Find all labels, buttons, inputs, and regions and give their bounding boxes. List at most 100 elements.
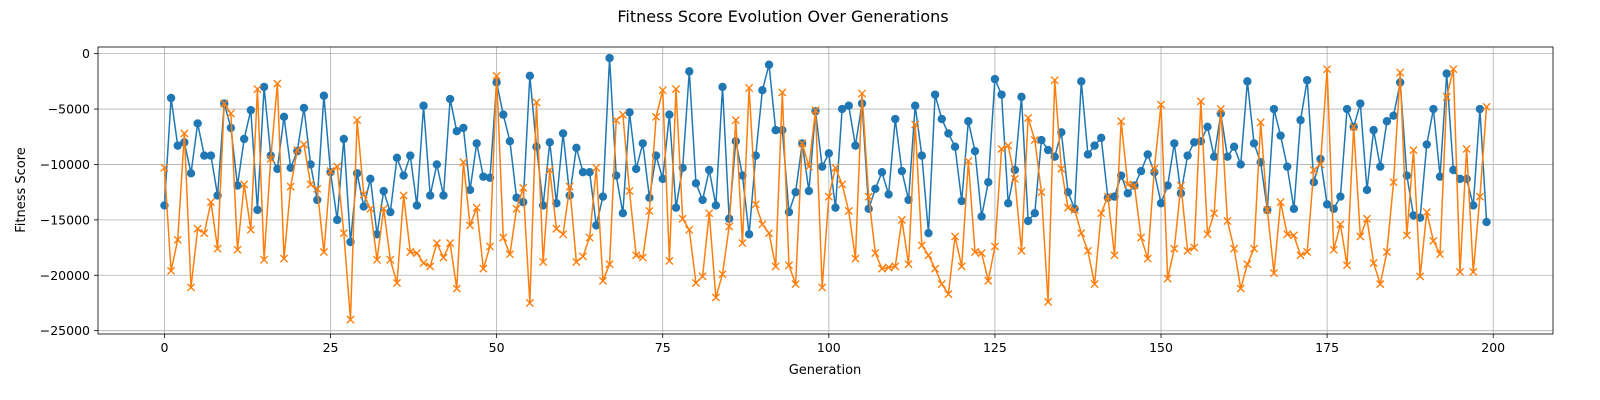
data-point — [931, 264, 940, 273]
data-point — [1336, 220, 1345, 229]
x-tick-label: 175 — [1315, 340, 1339, 355]
data-point — [299, 103, 309, 113]
data-point — [346, 315, 355, 324]
data-point — [937, 114, 946, 124]
data-point — [1196, 136, 1206, 146]
data-point — [286, 182, 295, 191]
data-point — [1170, 244, 1179, 253]
data-point — [1349, 122, 1358, 131]
data-point — [1249, 139, 1259, 148]
data-point — [372, 230, 382, 239]
data-point — [1322, 200, 1332, 209]
data-point — [472, 203, 481, 212]
data-point — [372, 255, 382, 264]
data-point — [160, 163, 169, 172]
data-point — [525, 298, 534, 308]
data-point — [1316, 160, 1325, 169]
data-point — [359, 190, 368, 199]
data-point — [1057, 164, 1066, 173]
y-tick-label: −25000 — [40, 323, 90, 338]
data-point — [326, 167, 335, 176]
series-layer — [160, 53, 1491, 324]
data-point — [200, 229, 209, 238]
data-point — [186, 169, 196, 178]
data-point — [1190, 243, 1199, 252]
data-point — [273, 164, 282, 174]
data-point — [904, 260, 913, 269]
data-point — [738, 239, 747, 248]
data-point — [711, 293, 720, 302]
data-point — [751, 200, 760, 209]
data-point — [339, 229, 348, 238]
data-point — [166, 93, 176, 103]
data-point — [1243, 77, 1252, 86]
data-point — [1342, 104, 1352, 114]
data-point — [213, 244, 222, 253]
data-point — [479, 264, 488, 273]
data-point — [1004, 199, 1013, 208]
data-point — [645, 193, 654, 202]
data-point — [877, 168, 887, 177]
data-point — [711, 201, 721, 210]
data-point — [990, 74, 1000, 84]
data-point — [1050, 76, 1059, 85]
data-point — [1023, 216, 1033, 226]
data-point — [439, 253, 448, 262]
data-point — [871, 249, 880, 258]
series-2 — [160, 65, 1491, 324]
data-point — [1256, 118, 1265, 127]
y-tick-label: −10000 — [40, 157, 90, 172]
data-point — [406, 151, 415, 160]
data-point — [678, 214, 687, 223]
data-point — [1263, 205, 1272, 214]
data-point — [625, 186, 634, 196]
data-point — [1150, 164, 1159, 173]
data-point — [1415, 213, 1425, 222]
data-point — [1309, 177, 1319, 187]
data-point — [831, 163, 840, 172]
data-point — [1416, 272, 1425, 281]
data-point — [439, 191, 448, 200]
data-point — [1077, 77, 1086, 86]
data-point — [399, 171, 408, 180]
data-point — [452, 284, 461, 293]
data-point — [638, 139, 647, 148]
data-point — [1429, 104, 1438, 114]
data-point — [1455, 174, 1465, 184]
data-point — [1043, 297, 1053, 306]
data-point — [984, 276, 993, 285]
data-point — [718, 82, 727, 92]
data-point — [1203, 230, 1212, 239]
data-point — [897, 215, 906, 224]
data-point — [545, 165, 554, 175]
data-point — [545, 138, 554, 147]
data-point — [1382, 117, 1392, 126]
data-point — [804, 186, 814, 196]
data-point — [1103, 192, 1112, 201]
data-point — [446, 239, 455, 248]
data-point — [1163, 274, 1172, 283]
series-1-line — [163, 57, 1488, 243]
data-point — [857, 89, 867, 98]
data-point — [698, 272, 707, 281]
data-point — [353, 116, 362, 125]
data-point — [1276, 131, 1285, 140]
data-point — [990, 242, 1000, 251]
data-point — [844, 206, 853, 216]
data-point — [685, 67, 694, 76]
data-point — [605, 260, 614, 269]
data-point — [950, 142, 960, 151]
data-point — [1449, 165, 1458, 175]
data-point — [1422, 208, 1431, 217]
data-point — [698, 195, 707, 205]
data-point — [426, 262, 435, 271]
data-point — [505, 136, 515, 146]
data-point — [884, 263, 893, 272]
data-point — [432, 239, 441, 248]
data-point — [253, 85, 262, 94]
data-point — [253, 205, 262, 215]
data-point — [658, 174, 667, 184]
data-point — [1229, 142, 1239, 151]
data-point — [452, 127, 461, 136]
